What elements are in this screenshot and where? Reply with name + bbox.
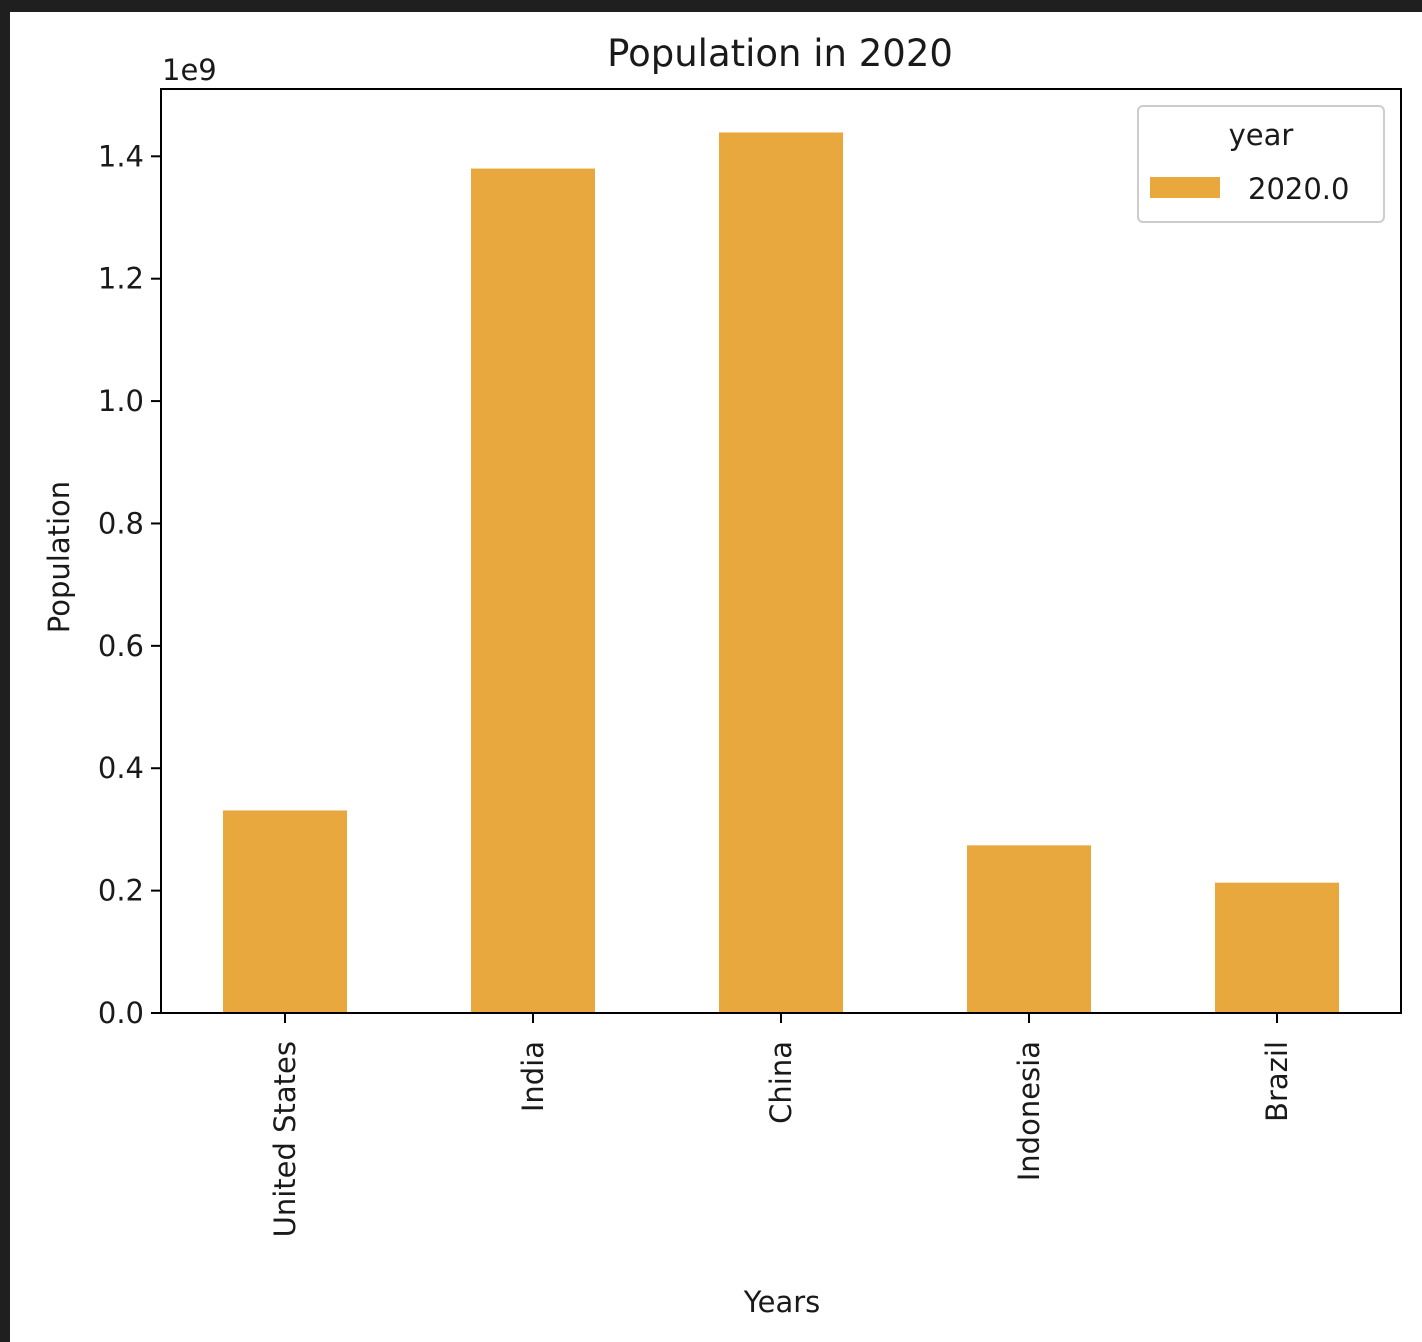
bars-group	[223, 132, 1339, 1013]
x-tick-label: China	[764, 1041, 798, 1124]
y-tick-label: 0.6	[98, 629, 144, 663]
y-tick-label: 0.0	[98, 996, 144, 1030]
x-axis-ticks: United States India China Indonesia Brazil	[268, 1013, 1294, 1237]
x-tick-label: United States	[268, 1041, 302, 1237]
legend-swatch	[1150, 177, 1220, 198]
bar-indonesia	[967, 845, 1091, 1013]
y-tick-label: 0.4	[98, 751, 144, 785]
bar-chart: Population in 2020 1e9 0.0 0.2 0.4 0.6 0.8 1.…	[42, 32, 1402, 1319]
y-tick-label: 0.2	[98, 874, 144, 908]
y-axis-offset-label: 1e9	[162, 53, 217, 87]
bar-china	[719, 132, 843, 1013]
legend: year 2020.0	[1137, 105, 1385, 223]
y-tick-label: 1.2	[98, 262, 144, 296]
chart-frame: Population in 2020 1e9 0.0 0.2 0.4 0.6 0.8 1.…	[10, 12, 1422, 1342]
y-axis-ticks: 0.0 0.2 0.4 0.6 0.8 1.0 1.2 1.4	[98, 139, 161, 1030]
bar-brazil	[1215, 882, 1339, 1013]
y-tick-label: 1.4	[98, 139, 144, 173]
chart-title: Population in 2020	[607, 32, 953, 75]
x-tick-label: Brazil	[1260, 1041, 1294, 1122]
x-tick-label: Indonesia	[1012, 1041, 1046, 1181]
legend-title: year	[1229, 118, 1294, 152]
x-axis-label: Years	[743, 1285, 821, 1319]
x-tick-label: India	[516, 1041, 550, 1112]
legend-entry-label: 2020.0	[1248, 172, 1349, 206]
y-axis-label: Population	[42, 481, 76, 633]
y-tick-label: 0.8	[98, 506, 144, 540]
bar-united-states	[223, 810, 347, 1013]
plot-area-frame	[160, 88, 1402, 1014]
y-tick-label: 1.0	[98, 384, 144, 418]
bar-india	[471, 168, 595, 1013]
